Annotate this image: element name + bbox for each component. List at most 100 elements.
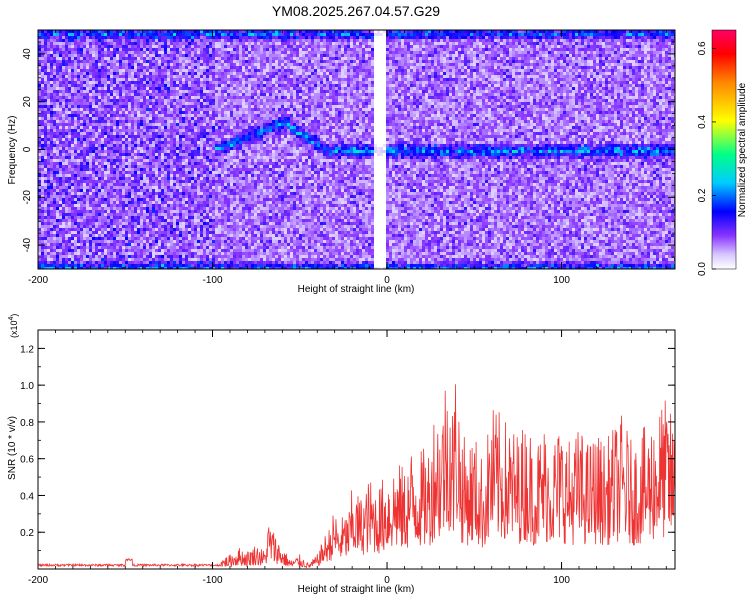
heatmap-cell [86, 165, 89, 168]
heatmap-cell [149, 99, 152, 102]
heatmap-cell [89, 96, 92, 99]
heatmap-cell [176, 72, 179, 75]
heatmap-cell [41, 114, 44, 117]
heatmap-cell [104, 75, 107, 78]
heatmap-cell [134, 252, 137, 255]
heatmap-cell [92, 168, 95, 171]
heatmap-cell [191, 165, 194, 168]
heatmap-cell [74, 213, 77, 216]
heatmap-cell [137, 30, 140, 33]
heatmap-cell [110, 117, 113, 120]
heatmap-cell [200, 78, 203, 81]
heatmap-cell [134, 96, 137, 99]
heatmap-cell [44, 135, 47, 138]
heatmap-cell [59, 165, 62, 168]
heatmap-cell [212, 138, 215, 141]
heatmap-cell [209, 33, 212, 36]
heatmap-cell [104, 180, 107, 183]
heatmap-cell [200, 234, 203, 237]
heatmap-cell [218, 207, 221, 210]
heatmap-cell [71, 141, 74, 144]
heatmap-cell [41, 231, 44, 234]
heatmap-cell [224, 111, 227, 114]
heatmap-cell [59, 81, 62, 84]
heatmap-cell [59, 147, 62, 150]
heatmap-cell [107, 192, 110, 195]
heatmap-cell [146, 99, 149, 102]
heatmap-cell [188, 210, 191, 213]
heatmap-cell [110, 132, 113, 135]
heatmap-cell [95, 192, 98, 195]
heatmap-cell [152, 120, 155, 123]
heatmap-cell [224, 117, 227, 120]
heatmap-cell [107, 174, 110, 177]
heatmap-cell [83, 252, 86, 255]
heatmap-cell [77, 156, 80, 159]
heatmap-cell [110, 72, 113, 75]
heatmap-cell [131, 144, 134, 147]
heatmap-cell [122, 252, 125, 255]
heatmap-cell [74, 51, 77, 54]
heatmap-cell [218, 168, 221, 171]
heatmap-cell [161, 213, 164, 216]
heatmap-cell [104, 117, 107, 120]
heatmap-cell [125, 174, 128, 177]
heatmap-cell [152, 45, 155, 48]
heatmap-cell [113, 90, 116, 93]
heatmap-cell [65, 81, 68, 84]
heatmap-cell [137, 171, 140, 174]
heatmap-cell [44, 252, 47, 255]
heatmap-cell [191, 228, 194, 231]
heatmap-cell [53, 144, 56, 147]
heatmap-cell [218, 138, 221, 141]
heatmap-cell [134, 30, 137, 33]
heatmap-cell [119, 51, 122, 54]
heatmap-cell [209, 150, 212, 153]
heatmap-cell [89, 66, 92, 69]
heatmap-cell [176, 261, 179, 264]
heatmap-cell [170, 159, 173, 162]
heatmap-cell [179, 120, 182, 123]
heatmap-cell [98, 30, 101, 33]
heatmap-cell [224, 69, 227, 72]
heatmap-cell [203, 156, 206, 159]
heatmap-cell [107, 177, 110, 180]
heatmap-cell [47, 177, 50, 180]
heatmap-cell [122, 87, 125, 90]
heatmap-cell [137, 99, 140, 102]
heatmap-cell [161, 225, 164, 228]
heatmap-cell [188, 192, 191, 195]
heatmap-cell [179, 255, 182, 258]
heatmap-cell [110, 228, 113, 231]
heatmap-cell [218, 57, 221, 60]
heatmap-cell [116, 180, 119, 183]
heatmap-cell [149, 234, 152, 237]
heatmap-cell [218, 66, 221, 69]
heatmap-cell [209, 210, 212, 213]
heatmap-cell [125, 264, 128, 267]
heatmap-cell [41, 216, 44, 219]
heatmap-cell [179, 60, 182, 63]
heatmap-cell [161, 84, 164, 87]
heatmap-cell [200, 81, 203, 84]
heatmap-cell [209, 174, 212, 177]
heatmap-cell [95, 33, 98, 36]
heatmap-cell [47, 84, 50, 87]
heatmap-cell [50, 114, 53, 117]
heatmap-cell [191, 87, 194, 90]
heatmap-cell [44, 138, 47, 141]
heatmap-cell [221, 255, 224, 258]
heatmap-cell [182, 204, 185, 207]
heatmap-cell [74, 162, 77, 165]
heatmap-cell [191, 75, 194, 78]
heatmap-cell [158, 135, 161, 138]
heatmap-cell [191, 201, 194, 204]
heatmap-cell [116, 204, 119, 207]
heatmap-cell [47, 237, 50, 240]
heatmap-cell [74, 234, 77, 237]
heatmap-cell [164, 216, 167, 219]
heatmap-cell [161, 249, 164, 252]
heatmap-cell [47, 213, 50, 216]
heatmap-cell [167, 231, 170, 234]
heatmap-cell [155, 156, 158, 159]
